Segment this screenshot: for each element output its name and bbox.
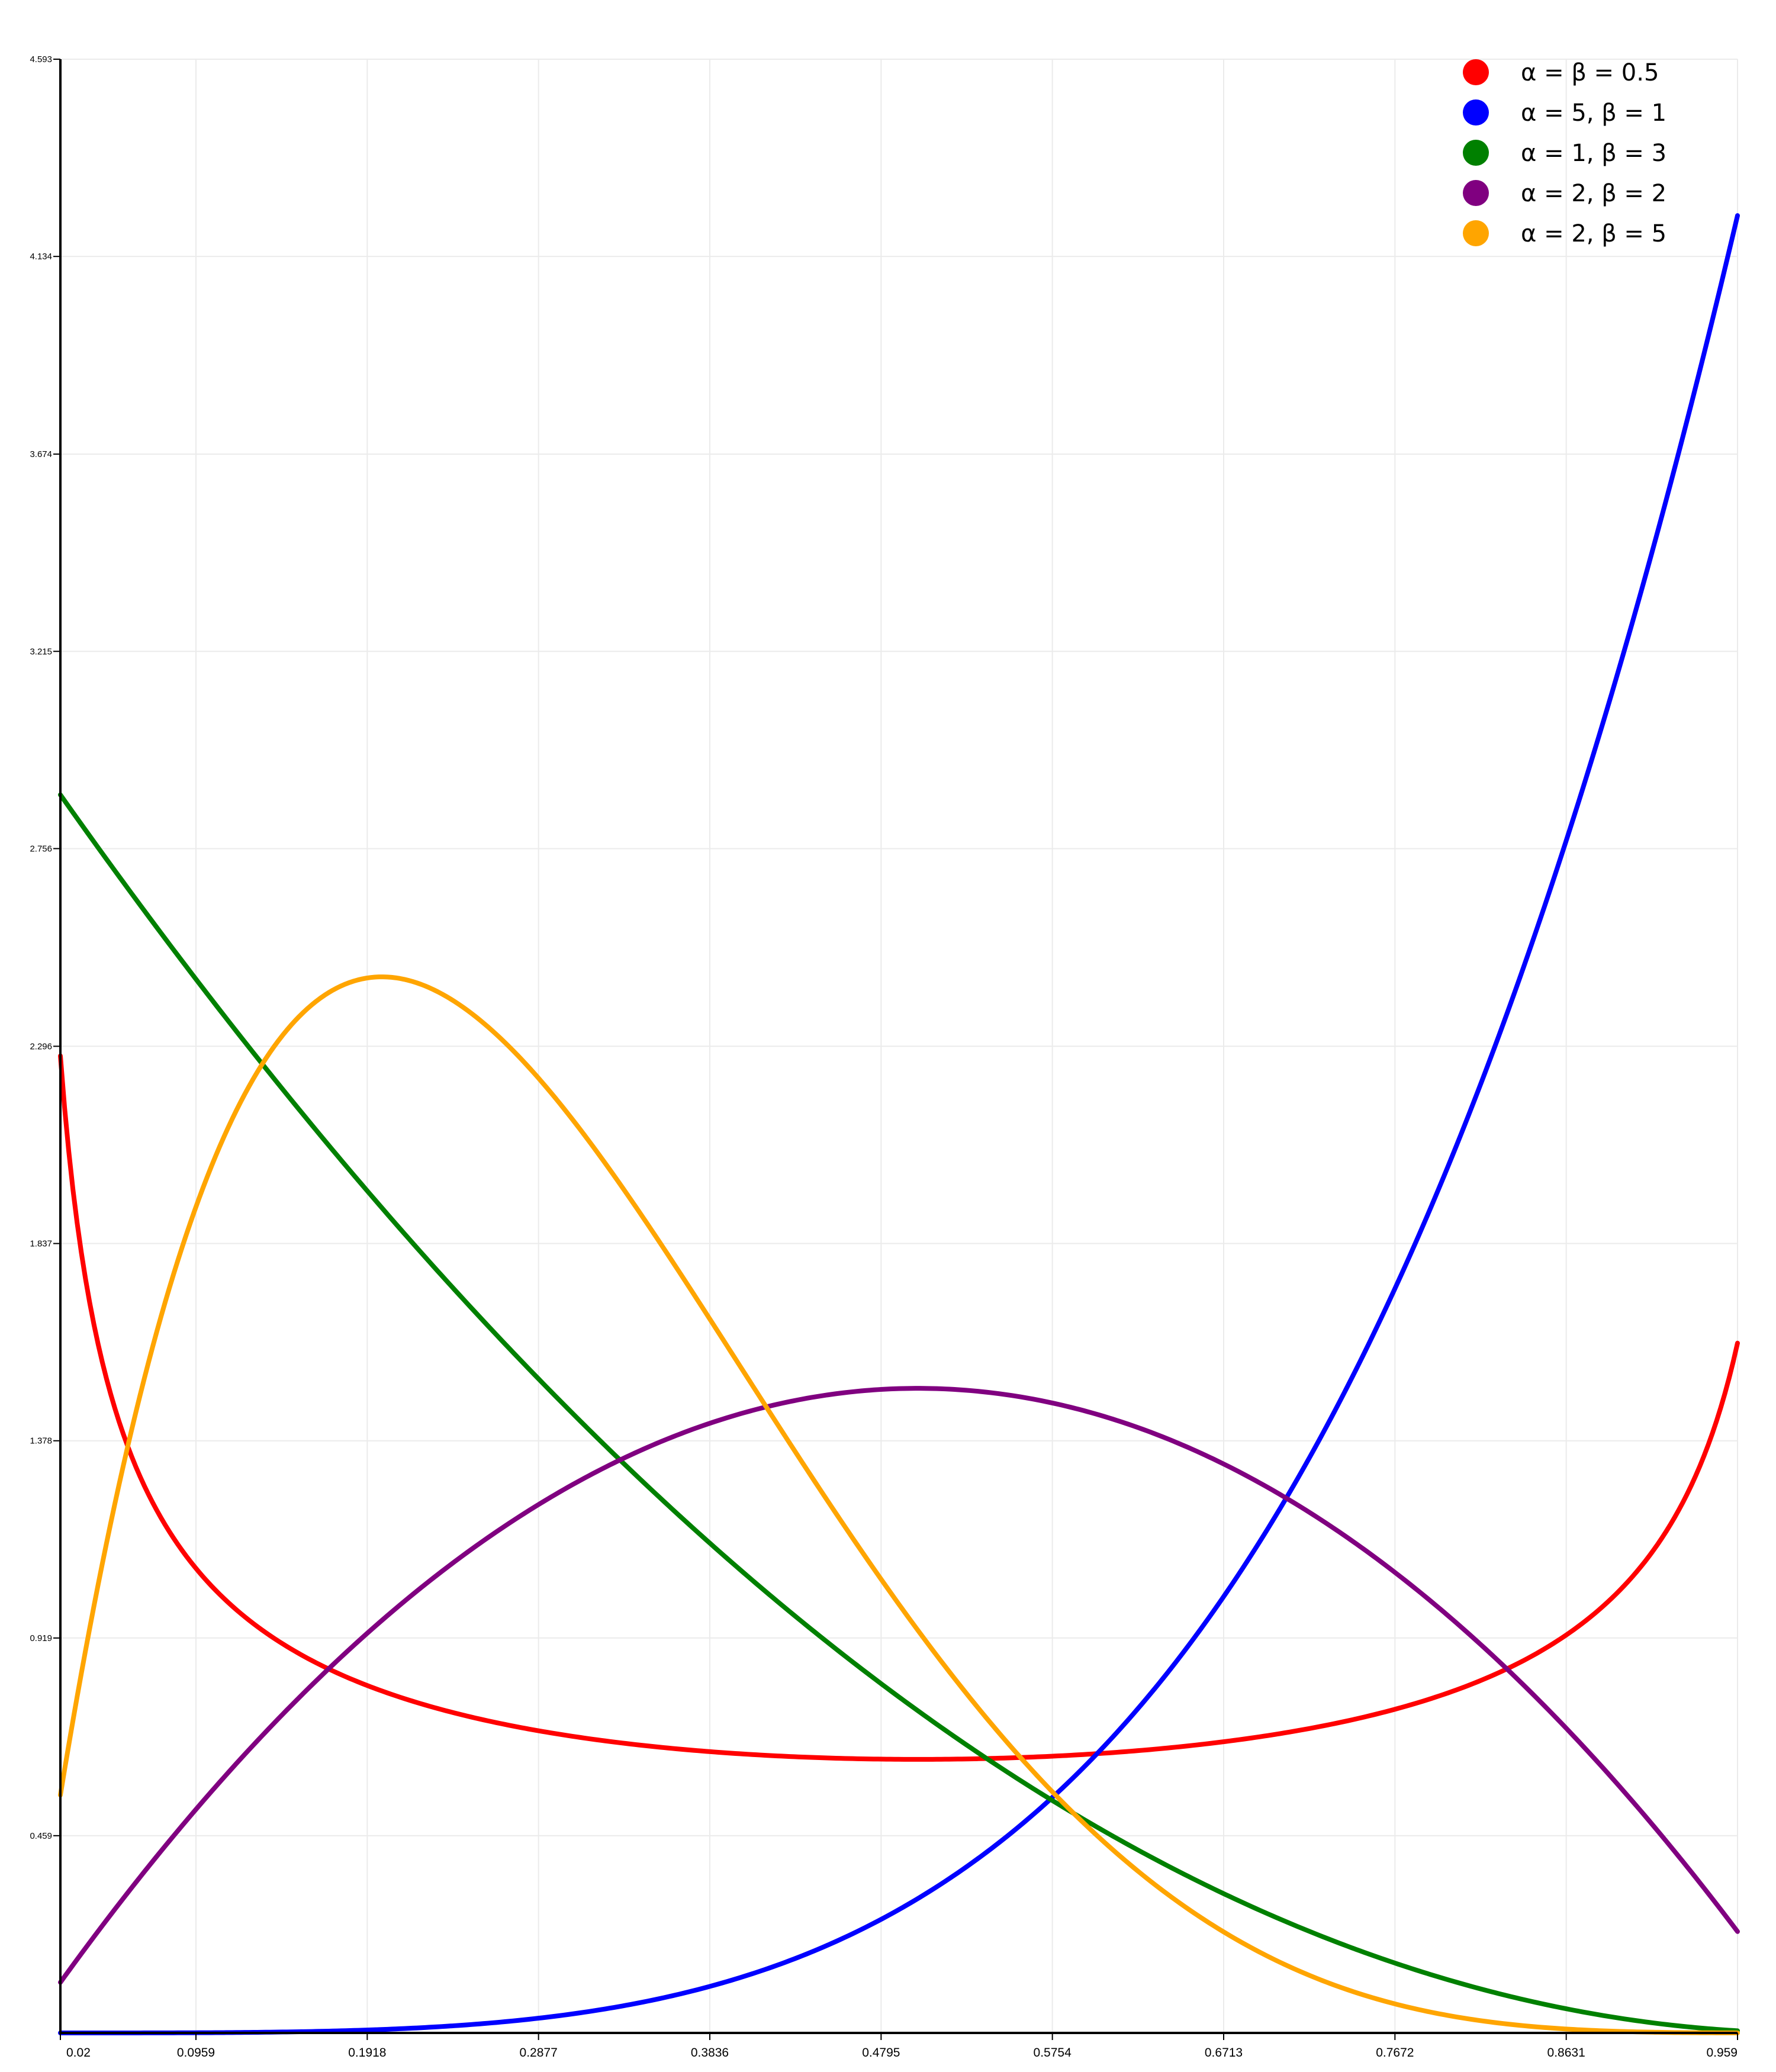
y-tick-label: 4.134 bbox=[30, 252, 52, 262]
x-tick-label: 0.0959 bbox=[177, 2046, 215, 2060]
x-tick-label: 0.02 bbox=[66, 2046, 91, 2060]
y-tick-label: 2.756 bbox=[30, 844, 52, 854]
series-line-0 bbox=[58, 1053, 1740, 1762]
axes: 0.02 0.0959 0.1918 0.2877 0.3836 0.4795 0.5754… bbox=[30, 54, 1738, 2060]
series-line-2 bbox=[58, 792, 1740, 2034]
series-line-1 bbox=[58, 213, 1740, 2035]
y-tick-label: 1.378 bbox=[30, 1436, 52, 1446]
legend-label-0: α = β = 0.5 bbox=[1521, 59, 1659, 86]
x-tick-label: 0.6713 bbox=[1205, 2046, 1243, 2060]
legend-marker-3 bbox=[1463, 180, 1489, 206]
series-lines bbox=[58, 213, 1740, 2035]
y-tick-label: 4.593 bbox=[30, 54, 52, 65]
x-tick-label: 0.5754 bbox=[1034, 2046, 1072, 2060]
x-tick-label: 0.8631 bbox=[1547, 2046, 1585, 2060]
y-tick-label: 3.674 bbox=[30, 449, 52, 459]
legend-label-4: α = 2, β = 5 bbox=[1521, 220, 1666, 247]
legend-marker-0 bbox=[1463, 59, 1489, 85]
legend-label-3: α = 2, β = 2 bbox=[1521, 180, 1666, 207]
series-line-4 bbox=[58, 974, 1740, 2035]
y-tick-label: 1.837 bbox=[30, 1239, 52, 1249]
legend: α = β = 0.5 α = 5, β = 1 α = 1, β = 3 α = 2… bbox=[1463, 59, 1666, 247]
y-tick-label: 2.296 bbox=[30, 1041, 52, 1051]
y-tick-label: 0.919 bbox=[30, 1633, 52, 1643]
x-tick-label: 0.2877 bbox=[520, 2046, 558, 2060]
y-tick-label: 0.459 bbox=[30, 1831, 52, 1841]
x-tick-label: 0.1918 bbox=[348, 2046, 386, 2060]
x-tick-label: 0.4795 bbox=[862, 2046, 900, 2060]
series-line-3 bbox=[58, 1386, 1740, 1985]
x-tick-label: 0.7672 bbox=[1376, 2046, 1414, 2060]
legend-marker-1 bbox=[1463, 99, 1489, 126]
legend-label-2: α = 1, β = 3 bbox=[1521, 140, 1666, 167]
legend-label-1: α = 5, β = 1 bbox=[1521, 99, 1666, 127]
x-tick-label: 0.959 bbox=[1706, 2046, 1738, 2060]
grid bbox=[60, 59, 1738, 2033]
legend-marker-4 bbox=[1463, 220, 1489, 246]
legend-marker-2 bbox=[1463, 140, 1489, 166]
y-tick-label: 3.215 bbox=[30, 646, 52, 657]
x-tick-label: 0.3836 bbox=[691, 2046, 729, 2060]
